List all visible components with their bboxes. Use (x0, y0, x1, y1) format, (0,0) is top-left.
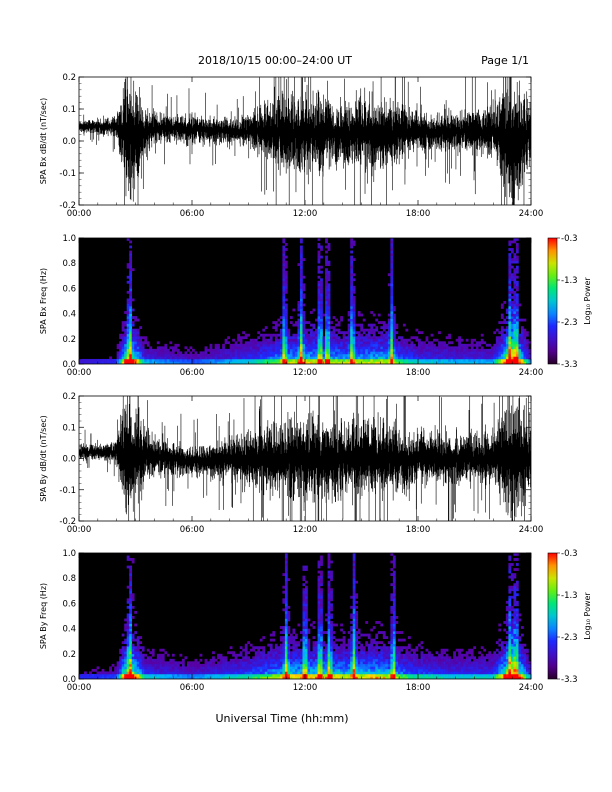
x-tick-label: 06:00 (180, 368, 205, 378)
x-tick-label: 12:00 (293, 683, 318, 693)
y-tick-label: -0.1 (59, 486, 76, 496)
y-tick-label: 0.0 (62, 455, 76, 465)
page-indicator: Page 1/1 (481, 54, 529, 67)
x-tick-label: 00:00 (67, 209, 92, 219)
waveform-trace (79, 77, 531, 205)
x-axis-label: Universal Time (hh:mm) (216, 712, 349, 725)
colorbar-label: Log₁₀ Power (583, 592, 592, 640)
y-axis-label: SPA Bx dB/dt (nT/sec) (39, 98, 48, 185)
y-axis-label: SPA By Freq (Hz) (39, 583, 48, 649)
y-tick-label: 0.0 (62, 360, 76, 370)
y-tick-label: -0.2 (59, 201, 76, 211)
colorbar-gradient (547, 237, 558, 365)
spectrogram-cells (79, 553, 531, 679)
y-axis-label: SPA Bx Freq (Hz) (39, 268, 48, 334)
colorbar-label: Log₁₀ Power (583, 277, 592, 325)
x-tick-label: 24:00 (519, 683, 544, 693)
x-tick-label: 18:00 (406, 368, 431, 378)
colorbar-tick-label: -3.3 (561, 675, 578, 685)
y-tick-label: 1.0 (62, 549, 76, 559)
x-tick-label: 06:00 (180, 683, 205, 693)
x-tick-label: 00:00 (67, 368, 92, 378)
x-tick-label: 24:00 (519, 209, 544, 219)
figure-title: 2018/10/15 00:00–24:00 UT (198, 54, 352, 67)
x-tick-label: 12:00 (293, 368, 318, 378)
panels-group: 00:00 06:00 12:00 18:00 24:00 -0.2 -0.1 0.0 0.1 0… (39, 73, 592, 693)
y-tick-label: 0.2 (62, 392, 76, 402)
y-tick-label: 0.8 (62, 574, 76, 584)
y-tick-label: 1.0 (62, 234, 76, 244)
colorbar-tick-label: -1.3 (561, 276, 578, 286)
y-tick-label: 0.0 (62, 675, 76, 685)
y-tick-label: 0.2 (62, 73, 76, 83)
colorbar-gradient (547, 552, 558, 680)
x-tick-label: 24:00 (519, 525, 544, 535)
y-tick-label: 0.1 (62, 105, 76, 115)
x-tick-label: 12:00 (293, 525, 318, 535)
x-tick-label: 06:00 (180, 209, 205, 219)
x-tick-label: 24:00 (519, 368, 544, 378)
panel-by-waveform: 00:00 06:00 12:00 18:00 24:00 -0.2 -0.1 0.0 0.1 0… (39, 392, 544, 535)
x-tick-label: 00:00 (67, 525, 92, 535)
panel-bx-waveform: 00:00 06:00 12:00 18:00 24:00 -0.2 -0.1 0.0 0.1 0… (39, 73, 544, 219)
x-tick-label: 18:00 (406, 683, 431, 693)
y-tick-label: 0.4 (62, 625, 76, 635)
y-tick-label: 0.2 (62, 650, 76, 660)
spectrogram-cells (79, 238, 531, 364)
panel-by-spectrogram: -0.3 -1.3 -2.3 -3.3 Log₁₀ Power 00:00 06:00 12:… (39, 549, 592, 693)
y-tick-label: -0.2 (59, 517, 76, 527)
y-axis-label: SPA By dB/dt (nT/sec) (39, 415, 48, 502)
y-tick-label: 0.2 (62, 335, 76, 345)
colorbar-tick-label: -0.3 (561, 549, 578, 559)
waveform-trace (79, 396, 531, 521)
x-tick-label: 12:00 (293, 209, 318, 219)
y-tick-label: 0.8 (62, 259, 76, 269)
y-tick-label: 0.4 (62, 310, 76, 320)
colorbar: -0.3 -1.3 -2.3 -3.3 Log₁₀ Power (547, 549, 592, 685)
colorbar-tick-label: -3.3 (561, 360, 578, 370)
x-tick-label: 06:00 (180, 525, 205, 535)
x-tick-label: 18:00 (406, 209, 431, 219)
y-tick-label: 0.1 (62, 423, 76, 433)
y-tick-label: 0.6 (62, 284, 76, 294)
colorbar-tick-label: -2.3 (561, 318, 578, 328)
colorbar-tick-label: -2.3 (561, 633, 578, 643)
colorbar-tick-label: -1.3 (561, 591, 578, 601)
y-tick-label: -0.1 (59, 169, 76, 179)
colorbar-tick-label: -0.3 (561, 234, 578, 244)
panel-bx-spectrogram: -0.3 -1.3 -2.3 -3.3 Log₁₀ Power 00:00 06:00 12:… (39, 234, 592, 378)
x-tick-label: 00:00 (67, 683, 92, 693)
y-tick-label: 0.0 (62, 137, 76, 147)
x-tick-label: 18:00 (406, 525, 431, 535)
y-tick-label: 0.6 (62, 599, 76, 609)
colorbar: -0.3 -1.3 -2.3 -3.3 Log₁₀ Power (547, 234, 592, 370)
